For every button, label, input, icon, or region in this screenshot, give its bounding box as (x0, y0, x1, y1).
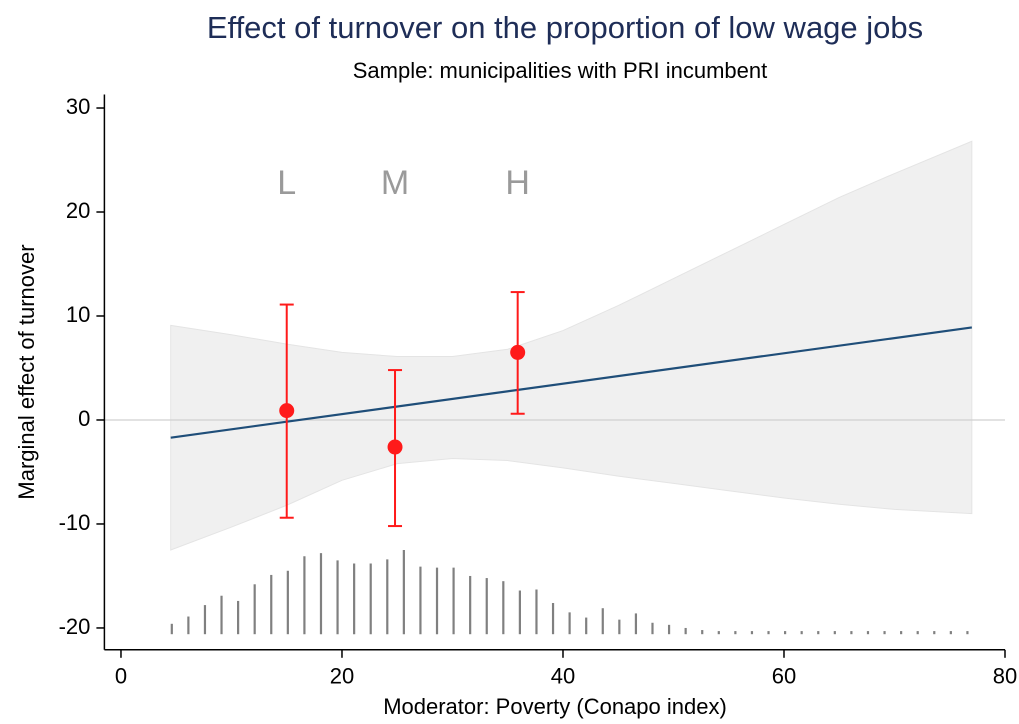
point-estimate (279, 403, 295, 419)
y-tick-label: -20 (59, 614, 91, 639)
group-label: H (505, 164, 530, 202)
group-label: M (381, 164, 409, 202)
x-tick-label: 40 (551, 664, 575, 689)
x-tick-label: 20 (330, 664, 354, 689)
point-estimate (387, 439, 403, 455)
x-axis-label: Moderator: Poverty (Conapo index) (383, 694, 727, 719)
effect-line (170, 326, 972, 439)
confidence-band (170, 140, 973, 551)
y-tick-label: 10 (66, 302, 90, 327)
x-tick-label: 0 (115, 664, 127, 689)
point-estimate (510, 344, 526, 360)
y-tick-label: 20 (66, 198, 90, 223)
chart-title: Effect of turnover on the proportion of … (207, 10, 923, 45)
x-tick-label: 80 (993, 664, 1017, 689)
y-axis-label: Marginal effect of turnover (14, 244, 39, 499)
y-tick-label: -10 (59, 510, 91, 535)
chart-subtitle: Sample: municipalities with PRI incumben… (353, 58, 768, 83)
group-label: L (277, 164, 296, 202)
y-tick-label: 0 (78, 406, 90, 431)
y-tick-label: 30 (66, 94, 90, 119)
x-tick-label: 60 (772, 664, 796, 689)
